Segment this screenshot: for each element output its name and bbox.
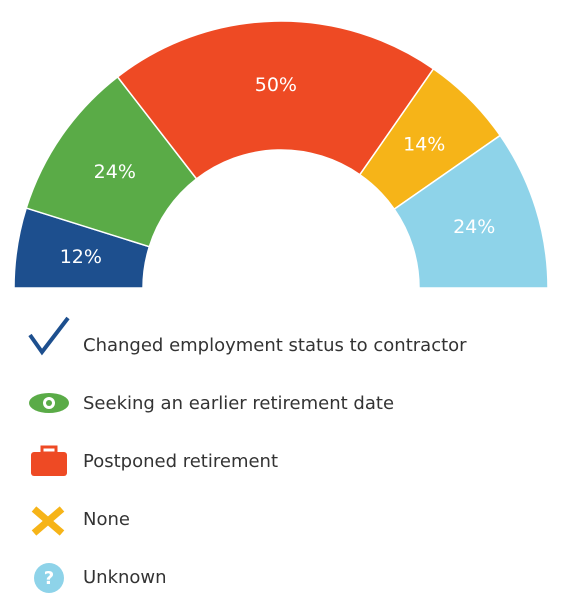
legend-label: Postponed retirement bbox=[83, 451, 278, 472]
slice-label: 24% bbox=[94, 161, 136, 183]
cross-icon bbox=[31, 506, 65, 536]
legend-label: None bbox=[83, 509, 130, 530]
slice-label: 24% bbox=[453, 216, 495, 238]
briefcase-icon bbox=[31, 452, 67, 476]
slice-label: 50% bbox=[255, 74, 297, 96]
question-glyph: ? bbox=[44, 568, 54, 589]
question-icon bbox=[34, 563, 64, 593]
legend-label: Seeking an earlier retirement date bbox=[83, 393, 394, 414]
legend: ? bbox=[28, 316, 70, 593]
slice-label: 12% bbox=[60, 246, 102, 268]
slice-label: 14% bbox=[403, 133, 445, 155]
legend-label: Changed employment status to contractor bbox=[83, 335, 467, 356]
slice bbox=[116, 20, 435, 180]
slice bbox=[393, 134, 549, 289]
eye-center bbox=[46, 400, 52, 406]
semi-donut bbox=[13, 20, 549, 289]
briefcase-handle bbox=[40, 445, 58, 455]
check-icon bbox=[28, 316, 70, 356]
legend-label: Unknown bbox=[83, 567, 167, 588]
